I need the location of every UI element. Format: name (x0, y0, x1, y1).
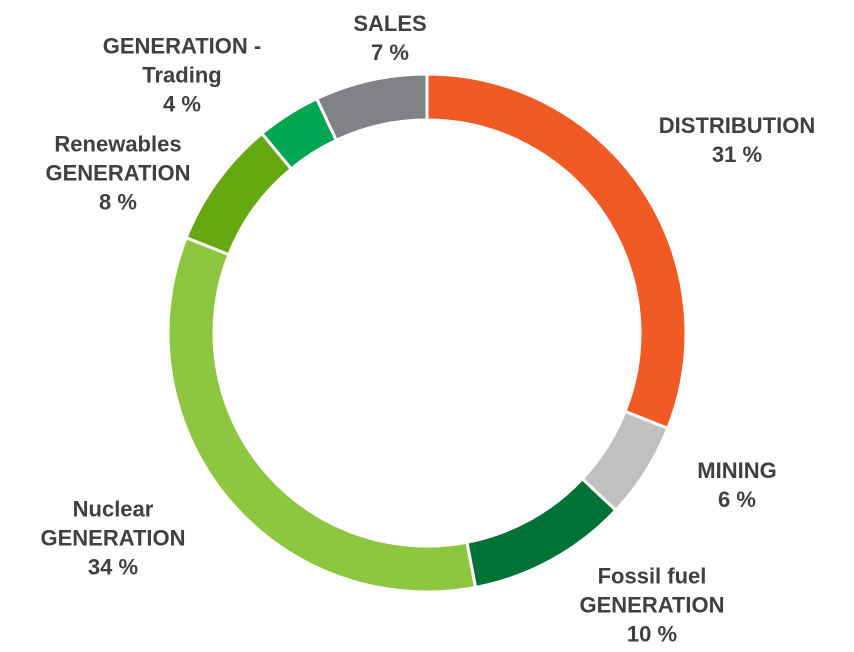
value-label: 31 % (711, 142, 763, 167)
category-label: DISTRIBUTION (658, 113, 816, 138)
slice-label: DISTRIBUTION 31 % (659, 111, 815, 169)
category-label: GENERATION - Trading (102, 33, 262, 88)
slice-label: Nuclear GENERATION 34 % (40, 495, 185, 582)
slice-label: SALES 7 % (353, 9, 426, 67)
category-label: SALES (353, 11, 427, 36)
donut-slice (166, 235, 478, 594)
value-label: 4 % (163, 91, 201, 117)
slice-label: Renewables GENERATION 8 % (45, 130, 190, 217)
value-label: 34 % (87, 554, 139, 580)
value-label: 7 % (371, 40, 409, 65)
slice-label: MINING 6 % (697, 456, 776, 514)
value-label: 8 % (99, 189, 137, 215)
donut-slice (314, 72, 429, 143)
category-label: Fossil fuel GENERATION (579, 563, 725, 618)
value-label: 10 % (626, 621, 678, 647)
donut-slice (425, 72, 688, 431)
slice-label: Fossil fuel GENERATION 10 % (579, 562, 724, 649)
category-label: Renewables GENERATION (45, 131, 191, 186)
category-label: Nuclear GENERATION (40, 496, 186, 551)
slice-label: GENERATION - Trading 4 % (103, 32, 261, 119)
category-label: MINING (697, 458, 777, 483)
value-label: 6 % (718, 487, 756, 512)
